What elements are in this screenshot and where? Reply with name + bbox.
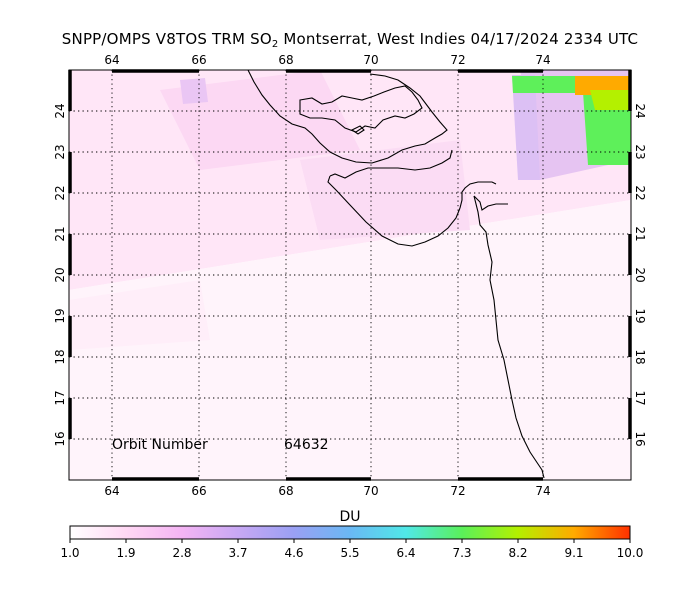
so2-high-band-top <box>512 76 575 93</box>
colorbar-label: 4.6 <box>284 546 303 560</box>
colorbar-label: 1.0 <box>60 546 79 560</box>
coast-rann-kutch <box>299 85 423 133</box>
so2-elevated-cell <box>590 90 631 110</box>
so2-field <box>69 70 631 480</box>
lat-label-right: 17 <box>633 390 647 405</box>
colorbar-label: 5.5 <box>340 546 359 560</box>
title-product: SNPP/OMPS V8TOS TRM SO <box>61 30 272 48</box>
graticule <box>69 70 631 480</box>
lat-label-left: 17 <box>53 390 67 405</box>
lon-labels-bottom: 64 66 68 70 72 74 <box>104 484 550 498</box>
so2-patch-west <box>160 70 360 170</box>
lon-label-top: 70 <box>363 53 378 67</box>
lon-label-top: 72 <box>450 53 465 67</box>
colorbar-label: 6.4 <box>396 546 415 560</box>
lat-labels-right: 16 17 18 19 20 21 22 23 24 <box>633 103 647 446</box>
map-title: SNPP/OMPS V8TOS TRM SO2 Montserrat, West… <box>0 30 700 50</box>
lon-label-bottom: 74 <box>535 484 550 498</box>
colorbar-label: 3.7 <box>228 546 247 560</box>
so2-swath-column <box>512 75 540 180</box>
lat-label-right: 22 <box>633 185 647 200</box>
colorbar-label: 1.9 <box>116 546 135 560</box>
colorbar-label: 2.8 <box>172 546 191 560</box>
colorbar-labels: 1.0 1.9 2.8 3.7 4.6 5.5 6.4 7.3 8.2 9.1 … <box>60 546 643 560</box>
orbit-value: 64632 <box>284 437 329 453</box>
lat-label-right: 16 <box>633 431 647 446</box>
lon-label-bottom: 72 <box>450 484 465 498</box>
lat-label-left: 21 <box>53 226 67 241</box>
lat-label-right: 19 <box>633 308 647 323</box>
colorbar-label: 7.3 <box>452 546 471 560</box>
lat-label-left: 23 <box>53 144 67 159</box>
lon-label-top: 66 <box>191 53 206 67</box>
lat-label-right: 20 <box>633 267 647 282</box>
lat-label-left: 19 <box>53 308 67 323</box>
map-frame <box>68 69 632 481</box>
colorbar-ticks <box>69 539 631 543</box>
orbit-label: Orbit Number <box>112 437 208 453</box>
lat-label-right: 18 <box>633 349 647 364</box>
lat-labels-left: 16 17 18 19 20 21 22 23 24 <box>53 103 67 446</box>
lat-label-left: 22 <box>53 185 67 200</box>
lon-label-bottom: 68 <box>278 484 293 498</box>
so2-patch-southwest <box>69 280 210 350</box>
title-datetime: 04/17/2024 2334 UTC <box>470 30 639 48</box>
lat-label-left: 16 <box>53 431 67 446</box>
coast-kathiawar-north <box>329 149 453 179</box>
lon-label-top: 74 <box>535 53 550 67</box>
colorbar <box>69 525 631 540</box>
so2-field-south <box>69 200 631 480</box>
lat-label-right: 24 <box>633 103 647 118</box>
lon-label-bottom: 66 <box>191 484 206 498</box>
title-location: Montserrat, West Indies <box>283 30 466 48</box>
coast-gulf-khambhat <box>459 181 497 209</box>
lon-label-bottom: 70 <box>363 484 378 498</box>
lat-label-right: 21 <box>633 226 647 241</box>
coast-kathiawar-south <box>327 175 461 247</box>
so2-pixel-west <box>180 78 208 104</box>
colorbar-label: 10.0 <box>617 546 644 560</box>
lon-labels-top: 64 66 68 70 72 74 <box>104 53 550 67</box>
colorbar-label: 8.2 <box>508 546 527 560</box>
colorbar-units: DU <box>339 509 360 525</box>
lon-label-top: 64 <box>104 53 119 67</box>
title-product-subscript: 2 <box>271 39 279 50</box>
so2-patch-central <box>300 140 470 240</box>
lat-label-right: 23 <box>633 144 647 159</box>
coast-khambhat-east <box>473 195 508 211</box>
colorbar-label: 9.1 <box>564 546 583 560</box>
lat-label-left: 20 <box>53 267 67 282</box>
lat-label-left: 18 <box>53 349 67 364</box>
coast-islet <box>350 125 365 135</box>
lon-label-bottom: 64 <box>104 484 119 498</box>
lat-label-left: 24 <box>53 103 67 118</box>
frame-thick-segments <box>68 69 632 481</box>
lon-label-top: 68 <box>278 53 293 67</box>
coast-west-india <box>473 195 545 479</box>
